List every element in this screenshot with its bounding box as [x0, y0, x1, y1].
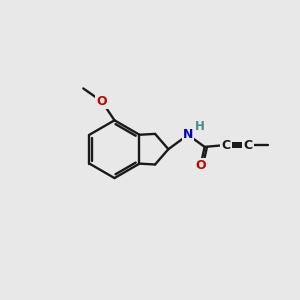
Text: H: H	[195, 120, 205, 133]
Text: O: O	[97, 95, 107, 108]
Text: C: C	[221, 139, 230, 152]
Text: O: O	[195, 159, 206, 172]
Text: C: C	[243, 139, 252, 152]
Text: N: N	[183, 128, 193, 141]
